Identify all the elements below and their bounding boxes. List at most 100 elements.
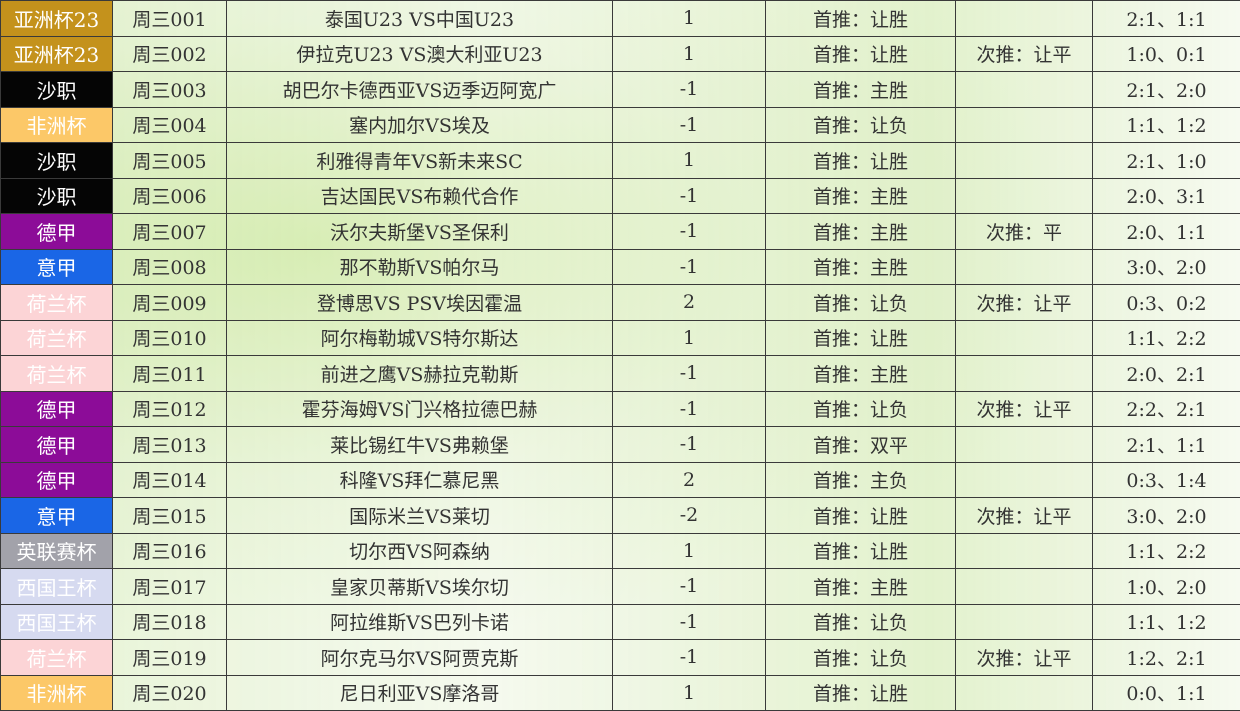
handicap-cell: 1 [613,36,766,72]
match-code-cell: 周三005 [113,143,227,179]
match-name-cell: 塞内加尔VS埃及 [227,107,613,143]
match-name-cell: 伊拉克U23 VS澳大利亚U23 [227,36,613,72]
first-pick-cell: 首推：主胜 [766,249,956,285]
match-name-cell: 霍芬海姆VS门兴格拉德巴赫 [227,391,613,427]
league-cell: 德甲 [1,391,113,427]
second-pick-cell: 次推：让平 [956,498,1093,534]
match-code-cell: 周三004 [113,107,227,143]
match-name-cell: 皇家贝蒂斯VS埃尔切 [227,569,613,605]
handicap-cell: 2 [613,285,766,321]
league-cell: 非洲杯 [1,675,113,711]
match-code-cell: 周三018 [113,604,227,640]
match-name-cell: 吉达国民VS布赖代合作 [227,178,613,214]
handicap-cell: -1 [613,427,766,463]
second-pick-cell [956,462,1093,498]
handicap-cell: 1 [613,143,766,179]
score-prediction-cell: 1:1、1:2 [1093,604,1240,640]
match-name-cell: 莱比锡红牛VS弗赖堡 [227,427,613,463]
second-pick-cell [956,533,1093,569]
handicap-cell: -1 [613,72,766,108]
first-pick-cell: 首推：让负 [766,285,956,321]
score-prediction-cell: 1:0、0:1 [1093,36,1240,72]
league-cell: 荷兰杯 [1,356,113,392]
match-name-cell: 尼日利亚VS摩洛哥 [227,675,613,711]
first-pick-cell: 首推：让胜 [766,498,956,534]
second-pick-cell [956,1,1093,37]
match-code-cell: 周三006 [113,178,227,214]
score-prediction-cell: 2:1、1:1 [1093,427,1240,463]
handicap-cell: -1 [613,214,766,250]
second-pick-cell [956,675,1093,711]
match-code-cell: 周三016 [113,533,227,569]
first-pick-cell: 首推：主负 [766,462,956,498]
first-pick-cell: 首推：主胜 [766,72,956,108]
handicap-cell: -1 [613,178,766,214]
first-pick-cell: 首推：让胜 [766,675,956,711]
handicap-cell: -1 [613,249,766,285]
match-code-cell: 周三002 [113,36,227,72]
score-prediction-cell: 2:0、2:1 [1093,356,1240,392]
match-code-cell: 周三013 [113,427,227,463]
score-prediction-cell: 0:3、0:2 [1093,285,1240,321]
match-code-cell: 周三019 [113,640,227,676]
first-pick-cell: 首推：让胜 [766,320,956,356]
second-pick-cell: 次推：让平 [956,36,1093,72]
league-cell: 荷兰杯 [1,640,113,676]
league-cell: 德甲 [1,214,113,250]
match-name-cell: 那不勒斯VS帕尔马 [227,249,613,285]
handicap-cell: 1 [613,1,766,37]
score-prediction-cell: 0:0、1:1 [1093,675,1240,711]
second-pick-cell [956,427,1093,463]
score-prediction-cell: 1:2、2:1 [1093,640,1240,676]
league-cell: 意甲 [1,249,113,285]
score-prediction-cell: 2:2、2:1 [1093,391,1240,427]
first-pick-cell: 首推：双平 [766,427,956,463]
league-cell: 亚洲杯23 [1,36,113,72]
second-pick-cell [956,72,1093,108]
league-cell: 非洲杯 [1,107,113,143]
first-pick-cell: 首推：主胜 [766,178,956,214]
first-pick-cell: 首推：让负 [766,107,956,143]
second-pick-cell: 次推：让平 [956,391,1093,427]
second-pick-cell [956,356,1093,392]
league-cell: 荷兰杯 [1,320,113,356]
match-code-cell: 周三010 [113,320,227,356]
second-pick-cell [956,178,1093,214]
match-code-cell: 周三008 [113,249,227,285]
second-pick-cell: 次推：让平 [956,285,1093,321]
score-prediction-cell: 3:0、2:0 [1093,498,1240,534]
match-code-cell: 周三011 [113,356,227,392]
match-name-cell: 阿拉维斯VS巴列卡诺 [227,604,613,640]
match-name-cell: 切尔西VS阿森纳 [227,533,613,569]
second-pick-cell: 次推：平 [956,214,1093,250]
handicap-cell: -1 [613,107,766,143]
handicap-cell: 1 [613,320,766,356]
league-cell: 德甲 [1,462,113,498]
score-prediction-cell: 2:1、1:0 [1093,143,1240,179]
first-pick-cell: 首推：主胜 [766,214,956,250]
score-prediction-cell: 1:1、2:2 [1093,320,1240,356]
match-code-cell: 周三014 [113,462,227,498]
handicap-cell: 1 [613,675,766,711]
first-pick-cell: 首推：主胜 [766,569,956,605]
match-name-cell: 阿尔梅勒城VS特尔斯达 [227,320,613,356]
first-pick-cell: 首推：让胜 [766,36,956,72]
match-name-cell: 登博思VS PSV埃因霍温 [227,285,613,321]
league-cell: 西国王杯 [1,604,113,640]
